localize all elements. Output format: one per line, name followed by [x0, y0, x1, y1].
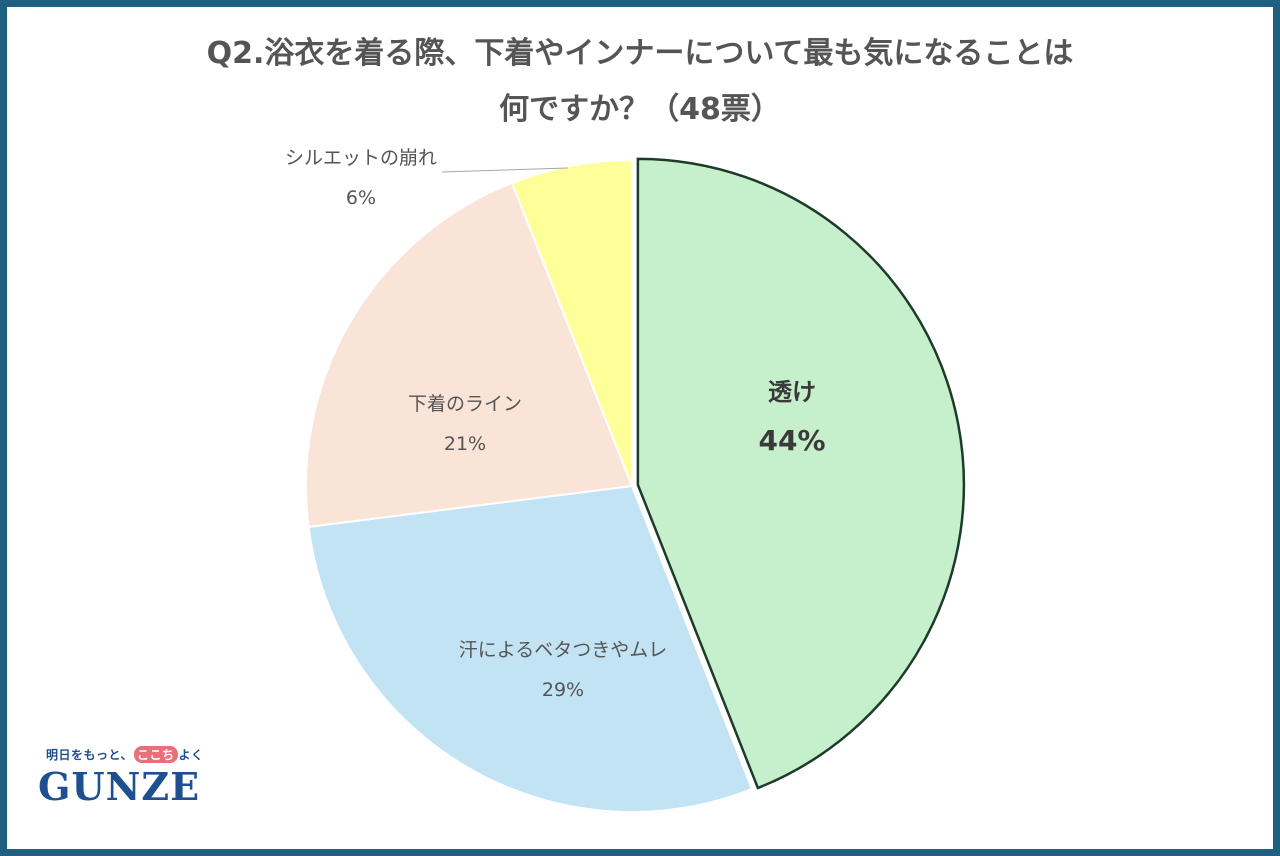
gunze-logo: 明日をもっと、 ここち よく GUNZE: [38, 746, 218, 816]
tagline-part-1: 明日をもっと、: [46, 748, 134, 762]
pie-slice-1: [636, 157, 966, 790]
logo-wordmark: GUNZE: [38, 764, 201, 809]
logo-tagline: 明日をもっと、 ここち よく: [46, 746, 204, 763]
leader-line-4: [441, 167, 569, 173]
slice-label-1: 透け: [768, 378, 816, 406]
tagline-highlight: ここち: [134, 746, 178, 763]
slice-percent-4: 6%: [346, 187, 376, 209]
title-line-2: 何ですか？（48票）: [499, 92, 781, 127]
slice-percent-2: 29%: [542, 679, 584, 701]
title-line-1: Q2.浴衣を着る際、下着やインナーについて最も気になることは: [206, 36, 1074, 71]
slice-percent-3: 21%: [444, 433, 486, 455]
slice-label-3: 下着のライン: [408, 393, 522, 415]
tagline-part-2: よく: [178, 748, 204, 762]
slice-label-4: シルエットの崩れ: [285, 147, 437, 169]
slice-label-2: 汗によるベタつきやムレ: [459, 639, 667, 661]
pie-slice-2: [307, 484, 754, 813]
pie-slice-3: [305, 181, 634, 528]
chart-title: Q2.浴衣を着る際、下着やインナーについて最も気になることは 何ですか？（48票…: [0, 26, 1280, 138]
slice-percent-1: 44%: [758, 424, 825, 457]
pie-slice-4: [510, 158, 633, 487]
